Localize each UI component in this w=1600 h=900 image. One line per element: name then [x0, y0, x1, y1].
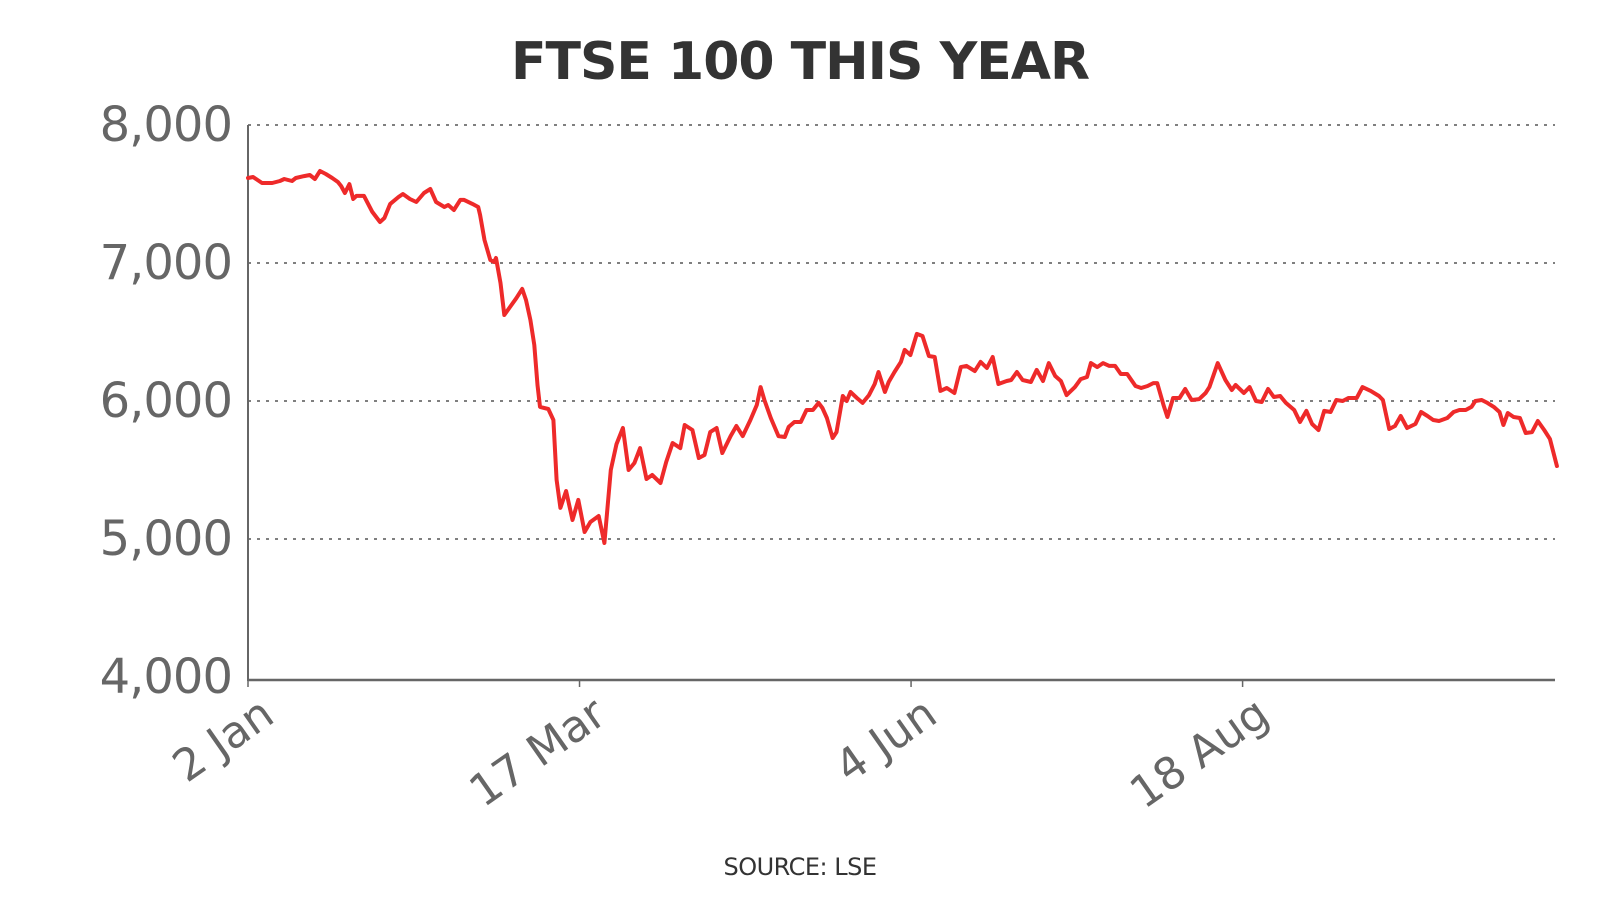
axes [247, 125, 1555, 682]
ftse-100-series-line [246, 169, 1559, 545]
y-tick-label: 4,000 [99, 649, 233, 705]
gridlines [248, 124, 1555, 540]
x-axis-ticks [247, 680, 1244, 687]
chart-title: FTSE 100 THIS YEAR [510, 32, 1090, 92]
source-note: SOURCE: LSE [723, 853, 877, 881]
y-tick-label: 8,000 [99, 97, 233, 153]
y-tick-label: 6,000 [99, 373, 233, 429]
y-tick-label: 5,000 [99, 511, 233, 567]
y-tick-label: 7,000 [99, 235, 233, 291]
